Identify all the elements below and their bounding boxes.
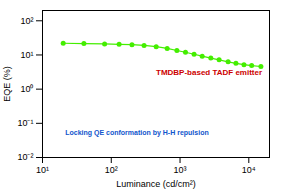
svg-text:10²: 10²: [20, 16, 33, 26]
svg-text:10²: 10²: [105, 165, 118, 175]
svg-text:10¹: 10¹: [36, 165, 49, 175]
svg-text:10⁻²: 10⁻²: [17, 152, 33, 162]
svg-text:EQE (%): EQE (%): [2, 66, 12, 102]
svg-text:Luminance (cd/cm²): Luminance (cd/cm²): [116, 179, 196, 189]
svg-text:10⁴: 10⁴: [242, 165, 256, 175]
svg-text:10⁰: 10⁰: [20, 84, 33, 94]
svg-text:TMDBP-based TADF emitter: TMDBP-based TADF emitter: [156, 68, 262, 77]
svg-text:10⁻¹: 10⁻¹: [17, 118, 33, 128]
svg-text:10¹: 10¹: [20, 50, 33, 60]
svg-text:10³: 10³: [174, 165, 187, 175]
svg-text:Locking QE conformation by H-H: Locking QE conformation by H-H repulsion: [65, 129, 209, 137]
